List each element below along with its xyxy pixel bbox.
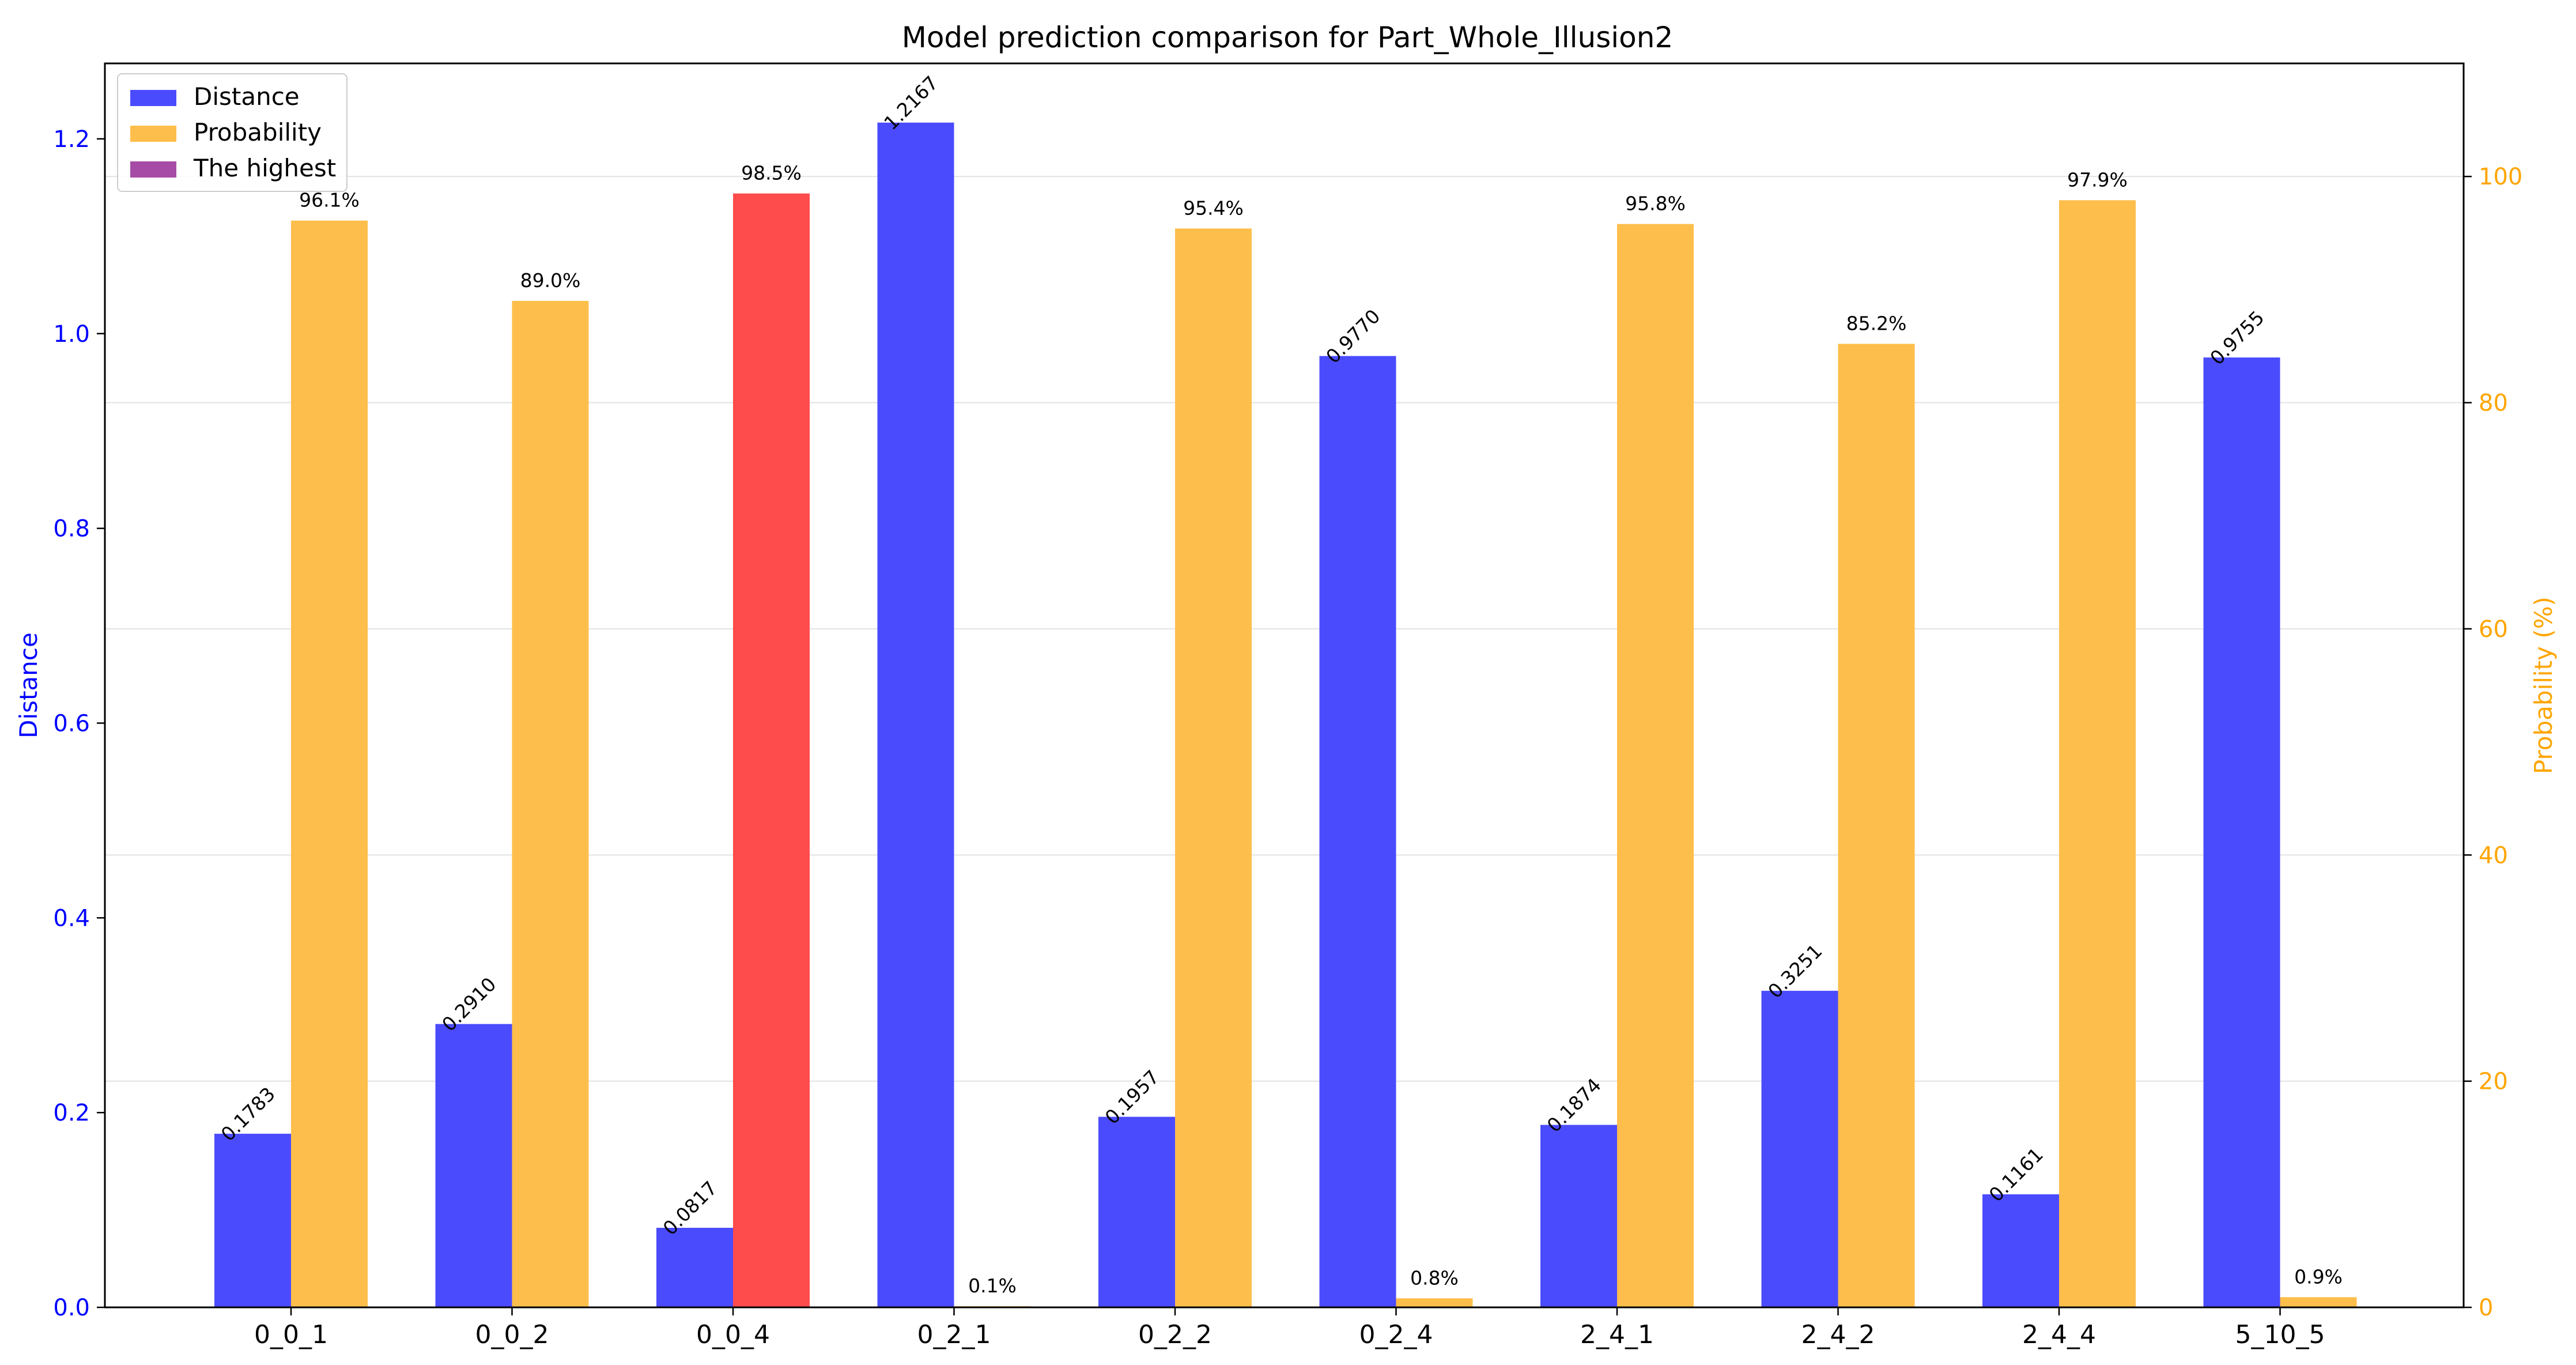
left-y-tick-label: 0.0 (53, 1295, 90, 1321)
probability-bar (2059, 200, 2136, 1307)
right-y-tick-label: 80 (2479, 390, 2508, 417)
probability-data-label: 89.0% (520, 269, 581, 292)
probability-data-label: 0.1% (968, 1274, 1017, 1297)
x-tick-label: 0_0_4 (696, 1320, 770, 1349)
chart-title: Model prediction comparison for Part_Who… (902, 21, 1674, 54)
bar-group (214, 122, 2357, 1308)
x-tick-label: 0_2_4 (1359, 1320, 1433, 1349)
legend-swatch (130, 161, 176, 178)
probability-bar (1838, 344, 1915, 1307)
distance-bar (2203, 357, 2280, 1307)
probability-data-label: 95.4% (1183, 197, 1244, 219)
left-y-tick-label: 1.2 (53, 126, 90, 153)
right-y-tick-label: 60 (2479, 616, 2508, 643)
left-y-tick-label: 0.2 (53, 1100, 90, 1126)
distance-bar (1098, 1117, 1175, 1307)
distance-bar (1540, 1125, 1617, 1307)
distance-bar (214, 1133, 291, 1307)
axes-group: 0_0_1 0_0_2 0_0_4 0_2_1 0_2_2 0_2_4 2_4_1 2_4_2… (14, 62, 2558, 1349)
probability-data-label: 96.1% (299, 189, 360, 212)
distance-bar (1982, 1194, 2059, 1307)
right-y-tick-label: 0 (2479, 1295, 2493, 1321)
highest-probability-bar (733, 193, 810, 1307)
x-tick-label: 5_10_5 (2235, 1320, 2325, 1349)
legend-label: The highest (193, 154, 336, 182)
legend-label: Distance (194, 82, 300, 111)
distance-bar (1761, 990, 1838, 1307)
left-y-tick-label: 0.8 (53, 516, 90, 542)
x-tick-label: 2_4_1 (1580, 1320, 1654, 1349)
legend-label: Probability (194, 118, 322, 146)
probability-data-label: 0.8% (1410, 1266, 1459, 1289)
x-tick-label: 0_2_2 (1138, 1320, 1212, 1349)
distance-bar (877, 122, 954, 1308)
probability-data-label: 85.2% (1846, 312, 1907, 335)
probability-data-label: 97.9% (2067, 168, 2128, 191)
right-y-tick-label: 100 (2479, 164, 2522, 190)
distance-bar (435, 1024, 512, 1307)
distance-bar (1319, 356, 1396, 1307)
legend: Distance Probability The highest (117, 73, 348, 192)
x-tick-label: 0_2_1 (917, 1320, 991, 1349)
probability-bar (1396, 1298, 1473, 1307)
right-y-tick-label: 20 (2479, 1069, 2508, 1095)
x-tick-label: 0_0_1 (254, 1320, 328, 1349)
probability-data-label: 0.9% (2294, 1265, 2343, 1288)
left-y-tick-label: 0.4 (53, 905, 90, 932)
left-y-axis-label: Distance (14, 632, 43, 738)
distance-bar (656, 1227, 733, 1307)
legend-swatch (130, 90, 176, 106)
probability-data-label: 95.8% (1625, 193, 1686, 215)
plot-frame (104, 62, 2465, 1309)
x-tick-label: 2_4_4 (2022, 1320, 2096, 1349)
legend-swatch (130, 126, 176, 142)
left-y-tick-label: 0.6 (53, 710, 90, 737)
x-tick-label: 2_4_2 (1801, 1320, 1875, 1349)
probability-bar (2280, 1297, 2357, 1307)
probability-bar (291, 220, 368, 1307)
probability-data-label: 98.5% (741, 162, 802, 184)
right-y-tick-label: 40 (2479, 842, 2508, 869)
probability-bar (1617, 224, 1694, 1308)
left-y-tick-label: 1.0 (53, 321, 90, 348)
probability-bar (1175, 228, 1252, 1308)
x-tick-label: 0_0_2 (475, 1320, 549, 1349)
probability-bar (512, 300, 589, 1307)
right-y-axis-label: Probability (%) (2529, 597, 2558, 774)
